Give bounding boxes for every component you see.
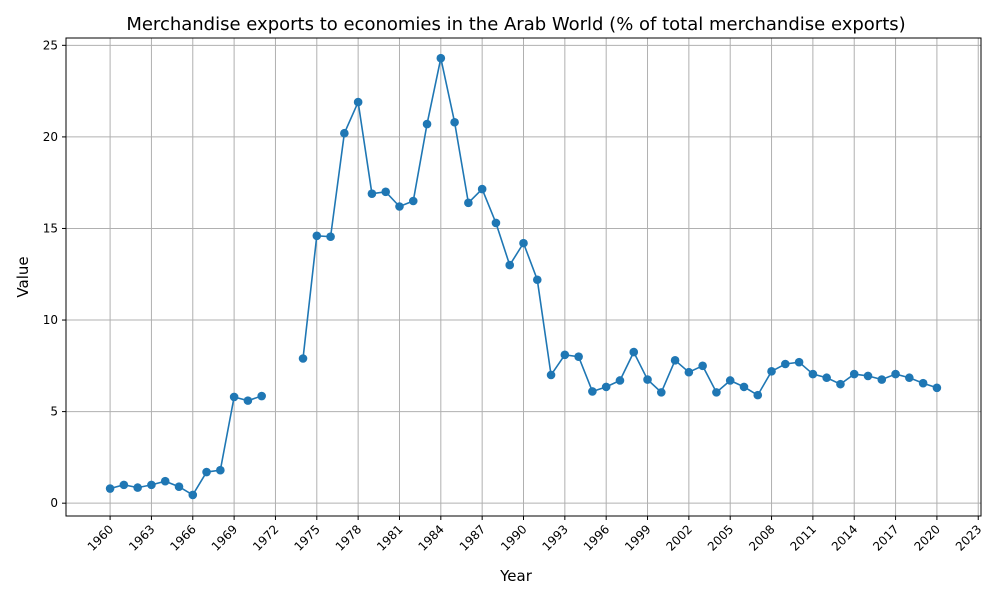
x-tick-label: 1987 [457, 522, 488, 553]
data-point [312, 231, 322, 241]
data-point [505, 260, 515, 270]
y-tick-label: 0 [50, 496, 58, 510]
chart-title: Merchandise exports to economies in the … [126, 14, 905, 35]
data-point [381, 187, 391, 197]
x-tick-label: 2023 [953, 522, 984, 553]
x-tick-label: 1966 [167, 522, 198, 553]
data-point [588, 387, 597, 396]
data-point [119, 480, 129, 490]
x-tick-label: 2002 [663, 522, 694, 553]
x-tick-label: 2017 [870, 522, 901, 553]
data-point [298, 354, 308, 363]
x-tick-label: 1963 [126, 522, 157, 553]
series [105, 53, 942, 500]
data-point [395, 202, 404, 211]
data-point [257, 391, 266, 401]
data-point [491, 218, 501, 228]
data-point [767, 367, 776, 376]
data-point [863, 371, 873, 381]
data-point [353, 97, 363, 107]
x-tick-label: 2020 [912, 522, 943, 553]
x-tick-label: 1981 [374, 522, 405, 553]
data-point [781, 359, 790, 369]
data-point [739, 382, 749, 392]
data-point [849, 369, 859, 379]
y-tick-label: 25 [43, 38, 58, 52]
series-line [109, 395, 262, 497]
data-point [422, 119, 432, 129]
data-point [725, 376, 735, 385]
data-point [340, 128, 349, 138]
data-point [188, 490, 198, 500]
x-tick-label: 1978 [333, 522, 364, 553]
ticks: 1960 1963 1966 1969 1972 1975 1978 1981 1984 1987… [43, 38, 985, 553]
x-tick-label: 1996 [581, 522, 612, 553]
y-tick-label: 15 [43, 221, 58, 235]
x-tick-label: 1969 [209, 522, 240, 553]
data-point [464, 198, 473, 208]
y-axis-title: Value [14, 256, 32, 297]
data-point [574, 352, 583, 361]
data-point [436, 53, 446, 63]
data-point [753, 390, 763, 400]
data-point [367, 189, 377, 198]
x-tick-label: 1984 [415, 522, 446, 553]
x-tick-label: 1990 [498, 522, 529, 553]
data-point [243, 396, 253, 405]
data-point [326, 232, 335, 242]
x-axis-title: Year [499, 567, 533, 585]
data-point [918, 378, 928, 388]
data-point [229, 392, 239, 402]
data-point [216, 465, 225, 475]
y-tick-label: 10 [43, 313, 58, 327]
series-line [302, 57, 938, 397]
x-tick-label: 1999 [622, 522, 653, 553]
data-point [657, 388, 666, 397]
data-point [408, 196, 418, 206]
x-tick-label: 1993 [539, 522, 570, 553]
data-point [160, 476, 170, 486]
data-point [836, 379, 845, 389]
x-tick-label: 1975 [291, 522, 322, 553]
data-point [794, 357, 804, 367]
data-point [629, 347, 639, 357]
data-point [532, 275, 542, 285]
data-point [202, 467, 211, 477]
data-point [147, 480, 156, 490]
data-point [905, 373, 914, 383]
x-tick-label: 2005 [705, 522, 736, 553]
x-tick-label: 1972 [250, 522, 281, 553]
x-tick-label: 2008 [746, 522, 777, 553]
data-point [698, 361, 707, 371]
x-tick-label: 1960 [85, 522, 116, 553]
data-point [877, 375, 887, 384]
data-point [712, 388, 721, 397]
data-point [643, 375, 652, 384]
data-point [891, 369, 900, 379]
y-tick-label: 20 [43, 130, 58, 144]
data-point [174, 482, 184, 492]
x-tick-label: 2014 [829, 522, 860, 553]
data-point [133, 483, 142, 492]
data-point [932, 383, 942, 393]
data-point [822, 373, 831, 383]
data-point [808, 369, 818, 379]
data-point [546, 370, 556, 380]
y-tick-label: 5 [50, 405, 58, 419]
data-point [615, 376, 625, 385]
data-point [519, 238, 528, 248]
data-point [601, 382, 611, 392]
data-point [684, 367, 694, 377]
grid [66, 38, 981, 516]
data-point [105, 484, 115, 493]
x-tick-label: 2011 [788, 522, 819, 553]
data-point [670, 356, 680, 365]
data-point [560, 350, 570, 360]
data-point [450, 117, 459, 127]
data-point [477, 184, 487, 194]
